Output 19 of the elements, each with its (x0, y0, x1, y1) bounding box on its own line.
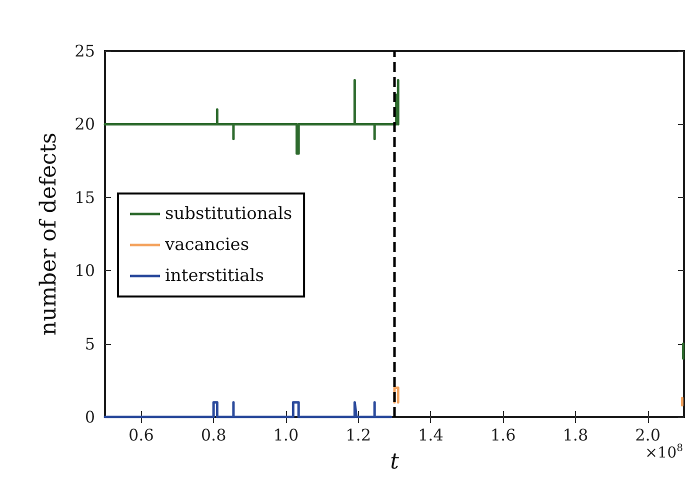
x-tick-label: 0.6 (128, 426, 154, 444)
y-tick-label: 20 (74, 114, 95, 134)
x-tick-label: 1.4 (418, 426, 444, 444)
x-tick-label: 2.0 (635, 426, 661, 444)
y-tick-label: 0 (84, 408, 95, 426)
y-tick-label: 25 (74, 42, 95, 60)
y-tick-label: 10 (74, 261, 95, 280)
x-tick-label: 0.8 (200, 426, 226, 444)
x-tick-label: 1.2 (346, 426, 372, 444)
y-tick-label: 5 (84, 334, 95, 354)
legend-label: substitutionals (165, 204, 292, 224)
y-axis-title: number of defects (36, 132, 62, 336)
x-tick-label: 1.0 (273, 426, 299, 444)
legend-label: vacancies (164, 235, 250, 255)
legend-label: interstitials (165, 266, 264, 286)
y-tick-label: 15 (74, 188, 95, 207)
x-tick-label: 1.6 (490, 426, 516, 444)
x-tick-label: 1.8 (562, 426, 588, 444)
x-axis-title: t (390, 450, 400, 474)
